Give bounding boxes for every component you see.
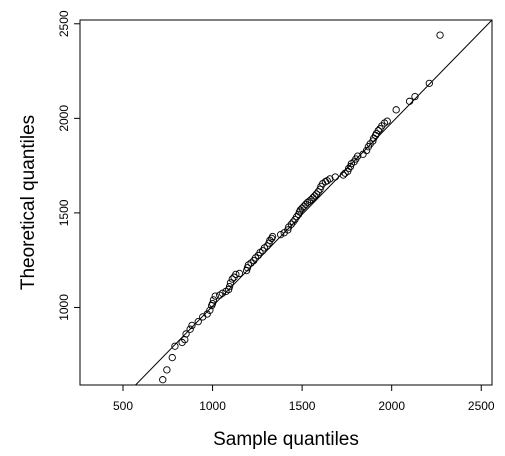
data-point (284, 226, 292, 234)
data-point (209, 296, 218, 304)
data-point (163, 366, 171, 374)
data-point (369, 137, 377, 145)
x-tick-label: 1500 (289, 399, 316, 413)
data-point (312, 190, 321, 198)
data-point (208, 300, 217, 308)
y-tick-label: 1500 (57, 199, 71, 226)
data-point (228, 275, 236, 283)
data-point (362, 146, 371, 155)
data-point (346, 162, 355, 171)
y-tick-label: 2000 (57, 105, 71, 132)
data-point (287, 220, 296, 228)
data-point (268, 232, 277, 241)
y-tick-label: 1000 (57, 294, 71, 321)
data-point (186, 325, 194, 333)
data-point (425, 79, 433, 88)
data-point (266, 236, 274, 244)
data-point (211, 292, 219, 300)
data-point (235, 269, 244, 278)
data-point (411, 92, 419, 101)
data-point (436, 31, 444, 39)
y-tick-label: 2500 (57, 10, 71, 37)
data-point (316, 185, 324, 193)
data-point (276, 231, 285, 239)
reference-line-layer (135, 20, 492, 385)
data-point (225, 283, 234, 291)
plot-frame (79, 19, 493, 386)
y-axis-title: Theoretical quantiles (18, 115, 39, 290)
data-point (232, 270, 240, 279)
x-axis-title: Sample quantiles (213, 429, 359, 450)
data-point (289, 218, 297, 226)
data-point (181, 335, 189, 344)
data-point (326, 175, 334, 183)
x-axis: 500 1000 1500 2000 2500 (113, 385, 495, 413)
reference-line (135, 20, 492, 385)
data-points (159, 31, 444, 384)
data-point (182, 330, 190, 338)
y-axis: 1000 1500 2000 2500 (57, 10, 80, 321)
data-point (194, 317, 202, 326)
data-point (383, 117, 391, 125)
x-tick-label: 2500 (468, 399, 495, 413)
data-point (311, 192, 319, 200)
data-point (226, 279, 235, 287)
data-point (203, 310, 211, 318)
x-tick-label: 1000 (199, 399, 226, 413)
data-point (206, 306, 214, 314)
data-point (374, 126, 382, 135)
data-point (171, 342, 179, 350)
data-point (225, 285, 233, 294)
data-point (159, 376, 167, 384)
data-point (354, 152, 362, 160)
data-point (251, 254, 260, 262)
x-tick-label: 500 (113, 399, 133, 413)
data-point (392, 106, 400, 114)
x-tick-label: 2000 (378, 399, 405, 413)
data-point (168, 353, 176, 362)
data-point (188, 321, 196, 330)
